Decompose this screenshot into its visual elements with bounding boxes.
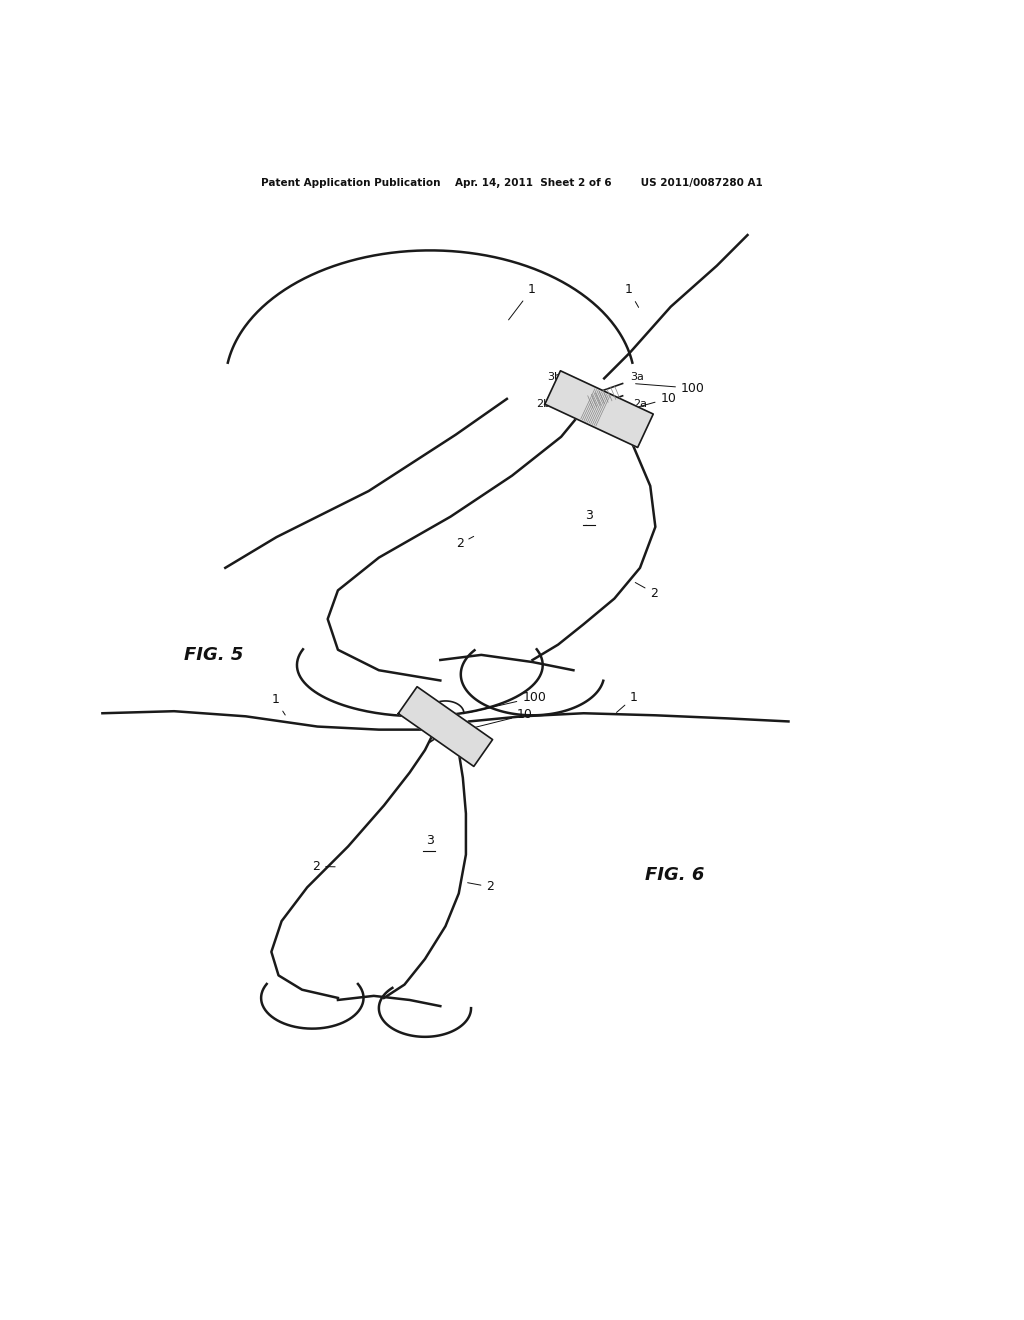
Text: 1: 1 [271, 693, 286, 715]
Polygon shape [398, 686, 493, 767]
Polygon shape [545, 371, 653, 447]
Text: FIG. 6: FIG. 6 [645, 866, 705, 884]
Text: FIG. 5: FIG. 5 [184, 645, 244, 664]
Text: 100: 100 [636, 381, 705, 395]
Text: 1: 1 [509, 284, 536, 319]
Text: 3: 3 [426, 834, 434, 847]
Text: 10: 10 [623, 392, 677, 412]
Text: 2: 2 [635, 582, 658, 599]
Text: 3b: 3b [547, 372, 561, 383]
Text: 1: 1 [616, 690, 638, 713]
Text: 3: 3 [585, 508, 593, 521]
Text: 2: 2 [468, 880, 495, 894]
Text: Patent Application Publication    Apr. 14, 2011  Sheet 2 of 6        US 2011/008: Patent Application Publication Apr. 14, … [261, 178, 763, 187]
Text: 2: 2 [312, 859, 335, 873]
Text: 100: 100 [469, 690, 546, 713]
Text: 2: 2 [456, 536, 474, 550]
Text: 2a: 2a [633, 399, 647, 409]
Text: 1: 1 [625, 284, 639, 308]
Text: 10: 10 [469, 709, 534, 729]
Text: 3a: 3a [630, 372, 644, 383]
Text: 2b: 2b [536, 399, 550, 409]
